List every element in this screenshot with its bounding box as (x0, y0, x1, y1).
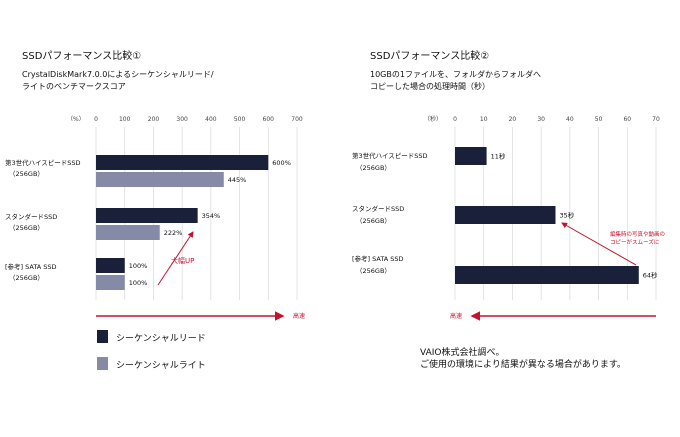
chart1-bar-write (96, 225, 160, 240)
chart1-bar-read (96, 155, 269, 170)
chart1-tick-label: 500 (234, 116, 246, 123)
chart1-subtitle-line2: ライトのベンチマークスコア (22, 82, 126, 91)
chart2-bar (455, 266, 639, 284)
chart2-category-2-size: （256GB） (356, 267, 391, 275)
chart2-category-1-size: （256GB） (356, 217, 391, 225)
chart2-category-0-name: 第3世代ハイスピードSSD (352, 152, 428, 160)
chart2-annotation-line1: 編集時の写真や動画の (610, 230, 665, 238)
chart2-data-label: 64秒 (643, 271, 658, 280)
footnote-line1: VAIO株式会社調べ。 (420, 348, 505, 358)
chart1-tick-label: 100 (119, 116, 131, 123)
chart1-tick-label: 300 (176, 116, 188, 123)
chart2-category-2-name: [参考] SATA SSD (352, 255, 404, 263)
chart2-category-1-name: スタンダードSSD (352, 205, 405, 213)
chart2-tick-label: 20 (509, 116, 517, 123)
chart2-data-label: 11秒 (491, 152, 506, 161)
chart1-unit-label: （%） (67, 116, 85, 123)
chart1-category-1-name: スタンダードSSD (5, 213, 58, 221)
chart1-subtitle-line1: CrystalDiskMark7.0.0によるシーケンシャルリード/ (22, 70, 214, 79)
chart1-annotation-arrow (157, 231, 194, 286)
legend-label-write: シーケンシャルライト (116, 361, 206, 371)
chart1-data-label-read: 354% (202, 212, 221, 220)
chart1-data-label-read: 600% (272, 159, 291, 167)
chart2-bar (455, 147, 487, 165)
chart1-direction-label: 高速 (293, 312, 305, 320)
chart2-tick-label: 50 (595, 116, 603, 123)
chart2-tick-label: 10 (480, 116, 488, 123)
chart1-data-label-write: 100% (129, 279, 148, 287)
chart1-data-label-read: 100% (129, 262, 148, 270)
chart2-annotation-line2: コピーがスムーズに (610, 238, 659, 246)
chart1-category-2-size: （256GB） (9, 274, 44, 282)
chart2-bar (455, 206, 556, 224)
chart1-annotation-text: 大幅UP (171, 256, 194, 265)
chart2-tick-label: 0 (453, 116, 457, 123)
chart1-bar-write (96, 172, 224, 187)
chart1-bar-read (96, 258, 125, 273)
chart2-tick-label: 60 (623, 116, 631, 123)
chart2-tick-label: 40 (566, 116, 574, 123)
chart2-unit-label: （秒） (424, 115, 442, 123)
chart2-category-0-size: （256GB） (356, 164, 391, 172)
chart1-data-label-write: 222% (164, 229, 183, 237)
chart1-tick-label: 600 (263, 116, 275, 123)
chart1-data-label-write: 445% (228, 176, 247, 184)
chart2-annotation-arrow (561, 222, 637, 266)
legend-label-read: シーケンシャルリード (116, 334, 206, 344)
chart2-title: SSDパフォーマンス比較② (370, 51, 490, 62)
chart1-category-0-name: 第3世代ハイスピードSSD (5, 159, 81, 167)
chart1-category-2-name: [参考] SATA SSD (5, 263, 57, 271)
chart2-data-label: 35秒 (560, 211, 575, 220)
chart1-tick-label: 0 (94, 116, 98, 123)
chart1-bar-write (96, 275, 125, 290)
legend-swatch-read (97, 330, 108, 343)
chart1-tick-label: 700 (291, 116, 303, 123)
chart1-category-1-size: （256GB） (9, 224, 44, 232)
chart2-direction-label: 高速 (450, 312, 462, 320)
chart1-title: SSDパフォーマンス比較① (22, 51, 142, 62)
chart1-category-0-size: （256GB） (9, 170, 44, 178)
chart1-tick-label: 400 (205, 116, 217, 123)
chart2-subtitle-line2: コピーした場合の処理時間（秒） (370, 82, 490, 91)
chart1-bar-read (96, 208, 198, 223)
footnote-line2: ご使用の環境により結果が異なる場合があります。 (420, 360, 626, 370)
chart2-tick-label: 30 (537, 116, 545, 123)
chart2-tick-label: 70 (652, 116, 660, 123)
chart1-tick-label: 200 (148, 116, 160, 123)
chart2-subtitle-line1: 10GBの1ファイルを、フォルダからフォルダへ (370, 70, 541, 79)
legend-swatch-write (97, 357, 108, 370)
